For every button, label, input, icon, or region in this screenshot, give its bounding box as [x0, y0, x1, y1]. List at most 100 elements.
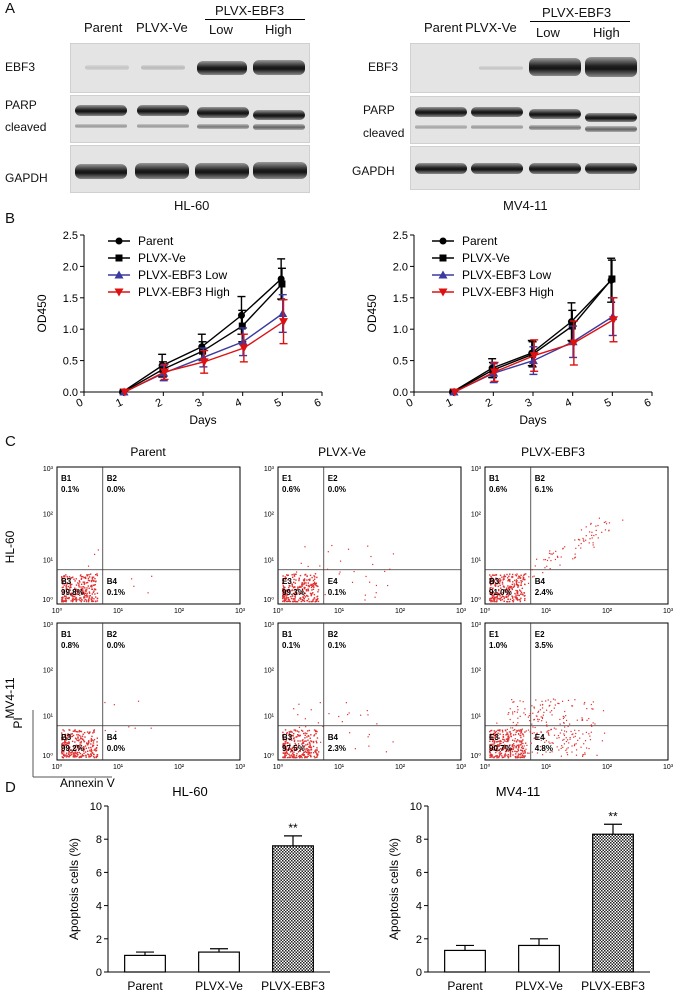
x-axis-label: Days	[189, 413, 216, 427]
event-dot	[74, 587, 76, 589]
event-dot	[489, 578, 491, 580]
event-dot	[513, 599, 515, 601]
event-dot	[285, 594, 287, 597]
event-dot	[74, 598, 77, 600]
event-dot	[509, 573, 511, 575]
flow-y-tick-label: 10²	[471, 512, 482, 519]
flow-y-tick-label: 10²	[264, 512, 275, 519]
event-dot	[489, 581, 491, 584]
event-dot	[364, 594, 366, 596]
event-dot	[75, 600, 77, 603]
y-tick-label: 6	[96, 867, 102, 879]
event-dot	[88, 599, 90, 602]
event-dot	[133, 585, 135, 587]
event-dot	[544, 567, 546, 569]
flow-y-tick-label: 10³	[264, 622, 275, 629]
event-dot	[282, 582, 284, 585]
event-dot	[294, 599, 296, 601]
event-dot	[82, 748, 85, 751]
event-dot	[303, 753, 305, 756]
event-dot	[519, 756, 521, 758]
event-dot	[537, 737, 539, 739]
event-dot	[297, 734, 299, 736]
event-dot	[514, 596, 517, 598]
event-dot	[80, 597, 82, 599]
event-dot	[517, 577, 519, 579]
event-dot	[518, 575, 520, 577]
event-dot	[65, 588, 68, 590]
event-dot	[499, 751, 501, 753]
event-dot	[562, 739, 564, 741]
event-dot	[541, 716, 544, 718]
event-dot	[512, 748, 514, 750]
event-dot	[77, 736, 79, 738]
event-dot	[592, 722, 594, 724]
event-dot	[571, 705, 573, 707]
event-dot	[543, 747, 545, 749]
event-dot	[348, 712, 350, 714]
event-dot	[605, 523, 608, 525]
event-dot	[289, 756, 292, 758]
event-dot	[313, 575, 315, 577]
event-dot	[302, 745, 305, 748]
event-dot	[88, 732, 90, 734]
event-dot	[301, 582, 303, 584]
chart-title: HL-60	[172, 785, 207, 799]
row-label-parp: PARP	[363, 103, 395, 117]
flow-x-tick-label: 10⁰	[480, 607, 491, 615]
legend-marker	[438, 270, 448, 279]
event-dot	[512, 586, 514, 588]
event-dot	[304, 756, 306, 758]
event-dot	[283, 595, 285, 598]
event-dot	[496, 722, 498, 724]
event-dot	[301, 588, 304, 590]
event-dot	[524, 752, 526, 754]
event-dot	[96, 573, 98, 575]
band	[253, 124, 305, 130]
legend-marker	[115, 254, 123, 262]
event-dot	[516, 730, 519, 732]
event-dot	[296, 748, 298, 750]
event-dot	[310, 740, 313, 743]
event-dot	[575, 547, 577, 549]
y-tick-label: 6	[416, 867, 422, 879]
quadrant-id: B3	[489, 577, 500, 586]
event-dot	[78, 598, 80, 601]
event-dot	[582, 539, 585, 541]
event-dot	[303, 586, 305, 589]
event-dot	[64, 735, 66, 738]
x-tick-label: 4	[563, 397, 574, 410]
event-dot	[79, 752, 82, 755]
event-dot	[86, 587, 88, 589]
event-dot	[511, 597, 514, 599]
event-dot	[489, 754, 492, 756]
flow-x-tick-label: 10²	[395, 764, 406, 771]
event-dot	[523, 745, 525, 747]
event-dot	[518, 729, 520, 731]
event-dot	[491, 577, 494, 580]
event-dot	[578, 544, 580, 547]
event-dot	[94, 588, 97, 591]
flow-x-tick-label: 10⁰	[52, 763, 63, 771]
event-dot	[489, 738, 492, 740]
event-dot	[581, 719, 584, 721]
flow-x-tick-label: 10³	[663, 764, 674, 771]
row-label-gapdh: GAPDH	[5, 171, 48, 185]
event-dot	[490, 744, 492, 746]
event-dot	[84, 587, 86, 589]
event-dot	[316, 585, 318, 587]
event-dot	[68, 589, 70, 591]
event-dot	[533, 732, 535, 734]
event-dot	[507, 577, 509, 579]
event-dot	[591, 537, 593, 539]
row-label-parp: PARP	[5, 98, 37, 112]
event-dot	[532, 712, 534, 714]
event-dot	[565, 740, 568, 743]
event-dot	[296, 730, 299, 732]
event-dots	[282, 544, 395, 603]
event-dot	[588, 747, 590, 750]
quadrant-percentage: 0.1%	[282, 641, 300, 650]
event-dot	[511, 588, 514, 591]
event-dot	[304, 592, 306, 595]
event-dot	[315, 752, 318, 754]
